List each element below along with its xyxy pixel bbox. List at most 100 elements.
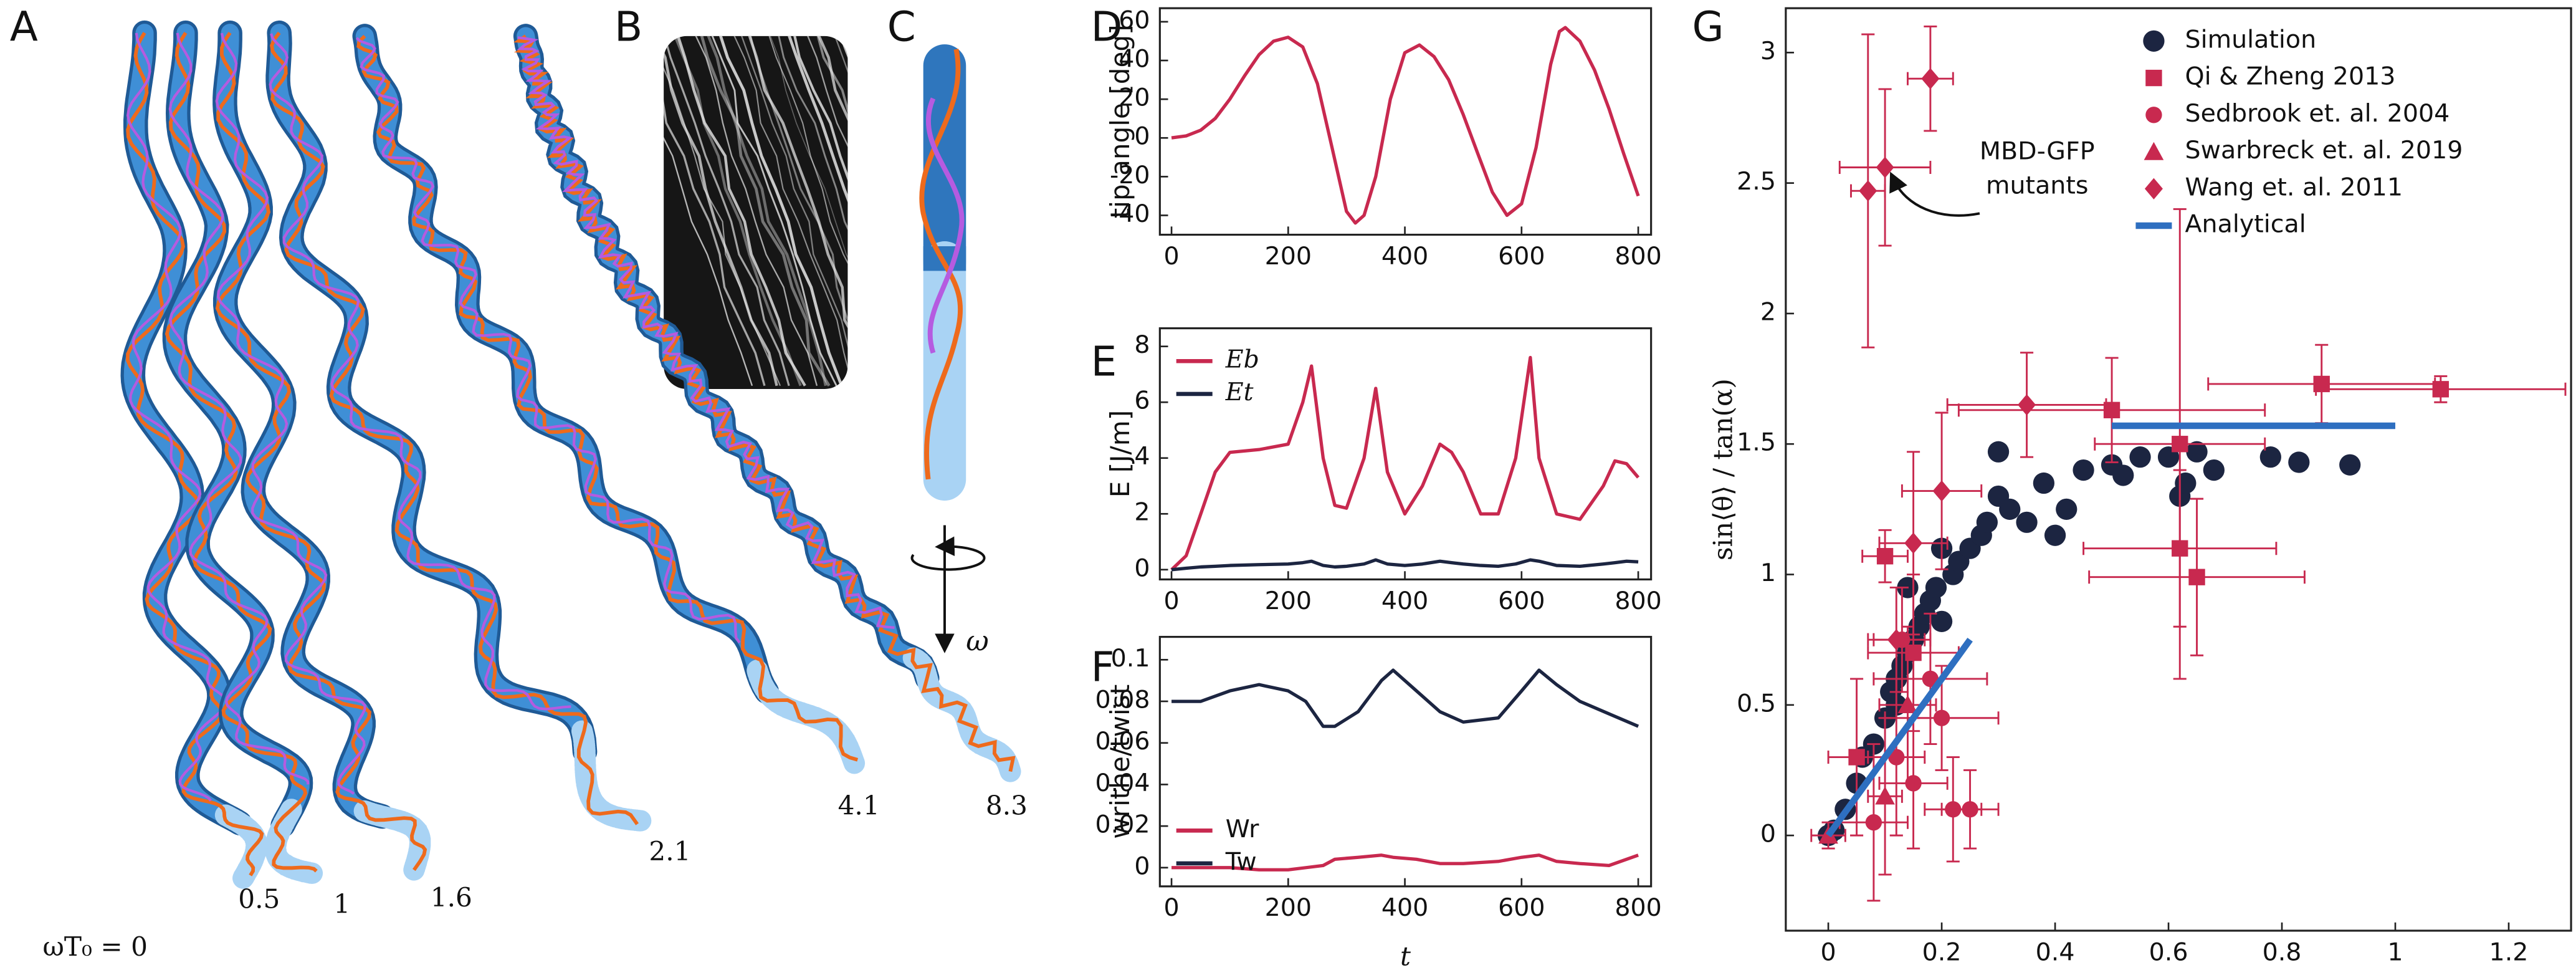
streak (690, 36, 818, 387)
streak (664, 36, 766, 387)
panel-label: C (887, 2, 916, 50)
streak (775, 36, 848, 387)
series-line (1171, 26, 1640, 225)
marker (2033, 472, 2055, 494)
streak (728, 36, 848, 387)
marker (2175, 472, 2197, 494)
marker (2172, 540, 2188, 557)
streak (697, 36, 831, 387)
y-tick-label: 0 (1134, 852, 1150, 880)
marker (2144, 142, 2164, 160)
rod-label: ωT₀ = 0 (43, 931, 148, 962)
marker (1933, 709, 1950, 726)
y-tick-label: 40 (1119, 45, 1150, 74)
rod-label: 8.3 (986, 790, 1028, 820)
x-tick-label: 1.2 (2489, 938, 2529, 966)
marker (2339, 454, 2361, 476)
x-tick-label: 800 (1615, 587, 1661, 615)
y-tick-label: 0.02 (1095, 810, 1150, 839)
marker (1987, 441, 2010, 463)
rotation-label: ω (966, 625, 989, 658)
panel-label: B (614, 2, 642, 50)
marker (1922, 670, 1939, 688)
marker (1925, 577, 1947, 598)
y-tick-label: 0 (1134, 122, 1150, 151)
x-tick-label: 400 (1381, 893, 1428, 922)
legend-label: Analytical (2185, 210, 2306, 239)
y-tick-label: 1 (1760, 559, 1776, 587)
filament (517, 36, 895, 629)
y-tick-label: 20 (1119, 84, 1150, 112)
x-tick-label: 200 (1265, 587, 1312, 615)
marker (2188, 569, 2205, 585)
streak (673, 36, 806, 387)
streak (744, 36, 848, 387)
marker (2203, 459, 2225, 481)
filament (355, 37, 741, 644)
y-tick-label: 0.1 (1111, 644, 1150, 673)
filament (165, 32, 318, 873)
y-tick-label: -40 (1110, 199, 1150, 228)
x-tick-label: 0 (1163, 242, 1179, 271)
marker (2432, 381, 2449, 398)
x-tick-label: 600 (1498, 587, 1545, 615)
rod-label: 4.1 (838, 790, 880, 820)
marker (1887, 629, 1906, 651)
streak (707, 36, 837, 387)
marker (1976, 511, 1998, 533)
plot-frame (1158, 7, 1653, 236)
legend-label: Swarbreck et. al. 2019 (2185, 136, 2463, 165)
x-tick-label: 200 (1265, 893, 1312, 922)
panel-label: G (1692, 2, 1724, 50)
marker (1921, 68, 1940, 90)
y-tick-label: 8 (1134, 330, 1150, 359)
y-tick-label: 0.5 (1737, 689, 1776, 718)
helix (919, 49, 963, 480)
rotation-arrow (910, 536, 986, 571)
y-tick-label: 0.06 (1095, 727, 1150, 756)
rod-body (166, 24, 310, 835)
marker (2073, 459, 2094, 481)
marker (2145, 69, 2162, 87)
y-tick-label: 1.5 (1737, 428, 1776, 457)
rod-label: 0.5 (238, 884, 280, 915)
x-tick-label: 0.2 (1922, 938, 1962, 966)
marker (2016, 511, 2038, 533)
streak (737, 36, 848, 387)
marker (1875, 786, 1895, 805)
marker (1962, 801, 1978, 818)
marker (2172, 436, 2188, 453)
y-tick-label: 0 (1134, 554, 1150, 582)
series-line (1171, 668, 1639, 728)
filament (215, 32, 427, 872)
panel-label: D (1091, 2, 1123, 50)
y-tick-label: 60 (1119, 6, 1150, 34)
y-tick-label: 4 (1134, 442, 1150, 471)
panel-label: E (1091, 338, 1117, 386)
micrograph (664, 36, 848, 390)
y-tick-label: 3 (1760, 37, 1776, 65)
legend-label: Simulation (2185, 25, 2317, 54)
y-tick-label: 0 (1760, 820, 1776, 848)
panel-label: A (10, 2, 38, 50)
legend-label: Et (1225, 378, 1254, 406)
marker (2018, 394, 2036, 416)
marker (2144, 178, 2163, 199)
rod-label: 1.6 (431, 882, 472, 913)
rod-body (269, 24, 594, 761)
series-line (1170, 355, 1640, 571)
streak (783, 36, 848, 387)
y-tick-label: 2 (1760, 297, 1776, 326)
y-tick-label: 6 (1134, 387, 1150, 415)
marker (1999, 498, 2021, 520)
legend-label: Tw (1225, 847, 1257, 876)
x-tick-label: 600 (1498, 242, 1545, 271)
y-tick-label: 0.08 (1095, 686, 1150, 714)
legend-label: Qi & Zheng 2013 (2185, 62, 2396, 91)
legend-label: Eb (1225, 345, 1259, 373)
marker (1876, 548, 1894, 565)
marker (1848, 749, 1865, 766)
filament (269, 33, 571, 711)
y-tick-label: 2.5 (1737, 167, 1776, 196)
marker (1897, 695, 1918, 713)
